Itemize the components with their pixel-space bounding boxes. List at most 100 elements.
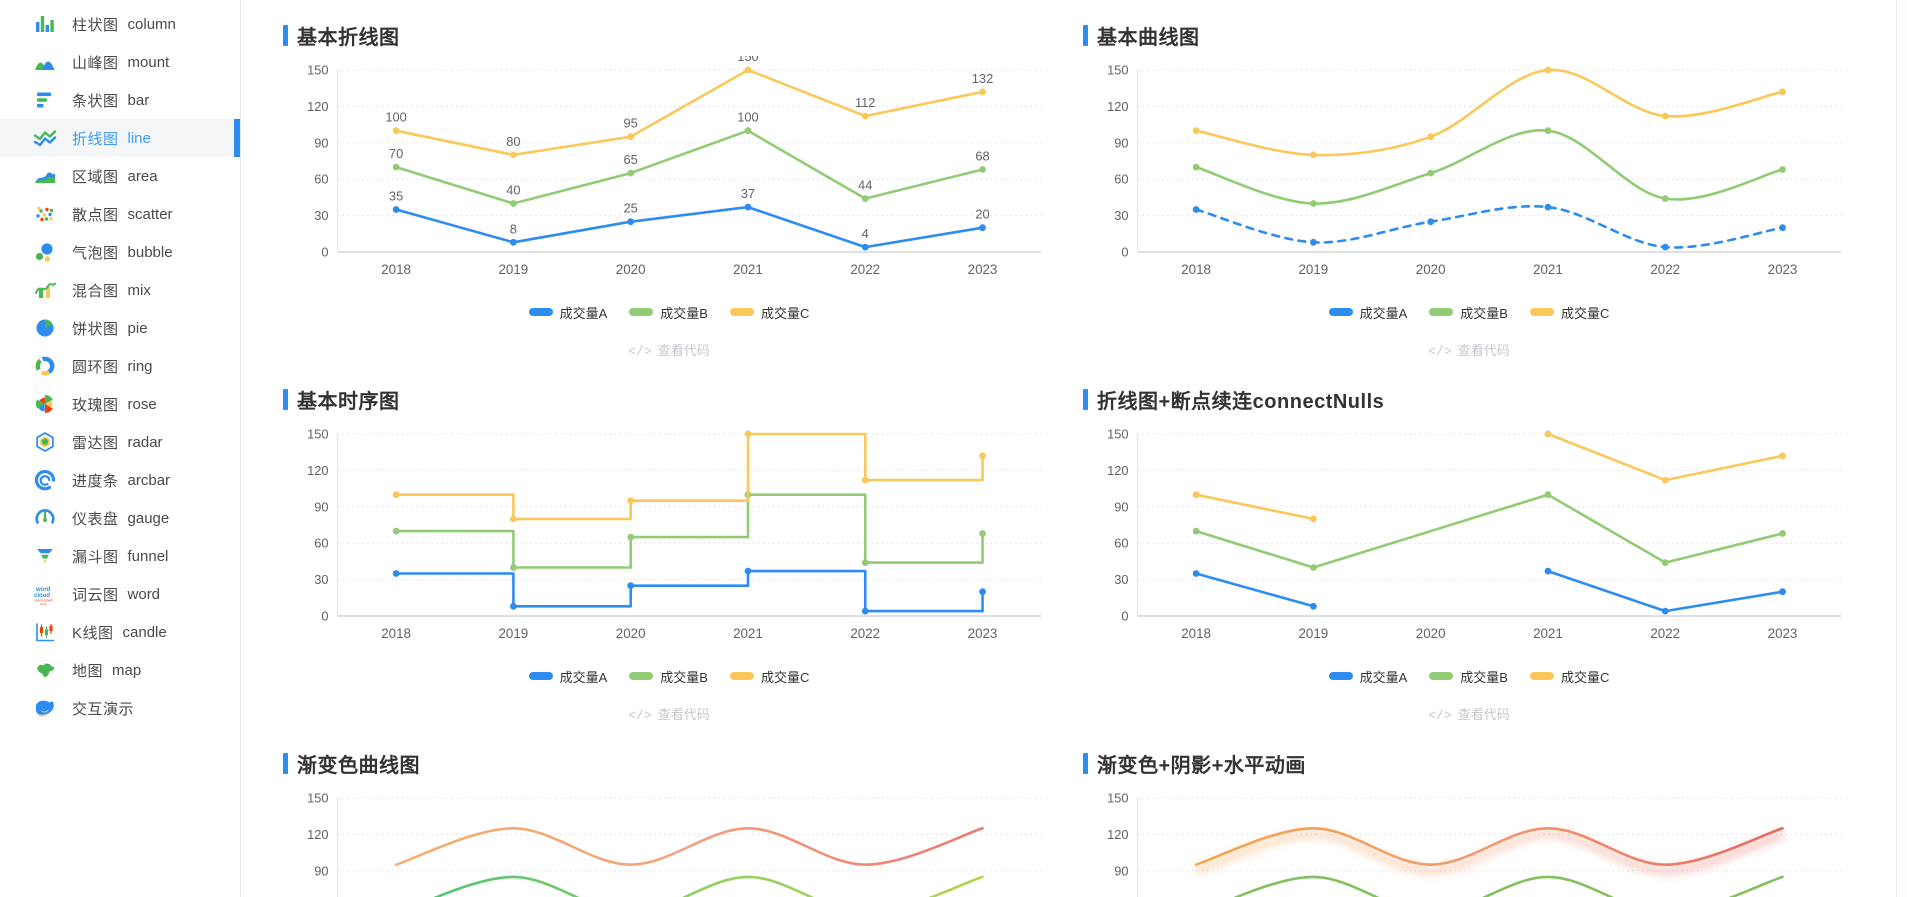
- data-point-marker[interactable]: [1544, 203, 1552, 211]
- data-point-marker[interactable]: [1310, 238, 1317, 246]
- data-point-marker[interactable]: [510, 200, 517, 207]
- data-point-marker[interactable]: [627, 533, 635, 541]
- data-point-marker[interactable]: [510, 564, 517, 571]
- data-point-marker[interactable]: [1192, 206, 1200, 213]
- data-point-marker[interactable]: [1192, 491, 1200, 499]
- data-point-marker[interactable]: [392, 527, 400, 535]
- legend-item[interactable]: 成交量A: [528, 667, 607, 686]
- data-point-marker[interactable]: [744, 430, 752, 438]
- legend-item[interactable]: 成交量A: [528, 303, 607, 322]
- data-point-marker[interactable]: [392, 127, 400, 135]
- sidebar-item-arcbar[interactable]: 进度条 arcbar: [0, 461, 240, 499]
- data-point-marker[interactable]: [392, 570, 400, 577]
- legend-item[interactable]: 成交量C: [1529, 667, 1609, 686]
- data-point-marker[interactable]: [1427, 133, 1435, 141]
- data-point-marker[interactable]: [1544, 66, 1552, 74]
- data-point-marker[interactable]: [627, 582, 635, 590]
- data-point-marker[interactable]: [1779, 530, 1786, 537]
- data-point-marker[interactable]: [1661, 559, 1669, 566]
- sidebar-item-bar[interactable]: 条状图 bar: [0, 81, 240, 119]
- sidebar-item-radar[interactable]: 雷达图 radar: [0, 423, 240, 461]
- data-point-marker[interactable]: [1779, 88, 1786, 96]
- data-point-marker[interactable]: [1661, 195, 1669, 203]
- data-point-marker[interactable]: [744, 203, 752, 211]
- sidebar-item-rose[interactable]: 玫瑰图 rose: [0, 385, 240, 423]
- view-code-link[interactable]: </> 查看代码: [1083, 704, 1855, 723]
- legend-item[interactable]: 成交量C: [1529, 303, 1609, 322]
- data-point-marker[interactable]: [510, 602, 517, 610]
- data-point-marker[interactable]: [744, 127, 752, 135]
- data-point-marker[interactable]: [861, 112, 869, 120]
- data-point-marker[interactable]: [1192, 127, 1200, 135]
- sidebar-item-demo[interactable]: 交互演示: [0, 689, 240, 727]
- data-point-marker[interactable]: [744, 567, 752, 575]
- data-point-marker[interactable]: [1310, 602, 1317, 610]
- data-point-marker[interactable]: [1661, 243, 1669, 251]
- data-point-marker[interactable]: [861, 243, 869, 251]
- data-point-marker[interactable]: [1192, 527, 1200, 535]
- legend-item[interactable]: 成交量A: [1328, 303, 1407, 322]
- data-point-marker[interactable]: [627, 133, 635, 141]
- connect-nulls-chart-canvas[interactable]: 0 30 60 90 120 150 2018 2019 2020 2021 2022 2023: [1083, 420, 1855, 660]
- data-point-marker[interactable]: [744, 66, 752, 74]
- legend-item[interactable]: 成交量B: [629, 667, 708, 686]
- data-point-marker[interactable]: [1544, 567, 1552, 575]
- data-point-marker[interactable]: [1661, 476, 1669, 484]
- data-point-marker[interactable]: [979, 88, 986, 96]
- data-point-marker[interactable]: [1310, 200, 1317, 207]
- data-point-marker[interactable]: [1544, 430, 1552, 438]
- view-code-link[interactable]: </> 查看代码: [283, 704, 1055, 723]
- sidebar-item-gauge[interactable]: 仪表盘 gauge: [0, 499, 240, 537]
- data-point-marker[interactable]: [510, 515, 517, 523]
- legend-item[interactable]: 成交量C: [729, 303, 809, 322]
- step-chart-canvas[interactable]: 0 30 60 90 120 150 2018 2019 2020 2021 2022 2023: [283, 420, 1055, 660]
- legend-item[interactable]: 成交量A: [1328, 667, 1407, 686]
- data-point-marker[interactable]: [861, 559, 869, 566]
- data-point-marker[interactable]: [979, 588, 986, 596]
- data-point-marker[interactable]: [861, 195, 869, 203]
- data-point-marker[interactable]: [1779, 588, 1786, 596]
- data-point-marker[interactable]: [1427, 218, 1435, 226]
- data-point-marker[interactable]: [1310, 515, 1317, 523]
- view-code-link[interactable]: </> 查看代码: [1083, 340, 1855, 359]
- legend-item[interactable]: 成交量B: [629, 303, 708, 322]
- data-point-marker[interactable]: [1192, 163, 1200, 171]
- sidebar-item-word[interactable]: word cloud == word cloud word 词云图 word: [0, 575, 240, 613]
- data-point-marker[interactable]: [1661, 607, 1669, 615]
- data-point-marker[interactable]: [979, 452, 986, 460]
- data-point-marker[interactable]: [979, 166, 986, 173]
- legend-item[interactable]: 成交量B: [1429, 667, 1508, 686]
- sidebar-item-ring[interactable]: 圆环图 ring: [0, 347, 240, 385]
- data-point-marker[interactable]: [392, 206, 400, 213]
- data-point-marker[interactable]: [1310, 151, 1317, 159]
- sidebar-item-map[interactable]: 地图 map: [0, 651, 240, 689]
- data-point-marker[interactable]: [392, 163, 400, 171]
- data-point-marker[interactable]: [1661, 112, 1669, 120]
- sidebar-item-column[interactable]: 柱状图 column: [0, 5, 240, 43]
- data-point-marker[interactable]: [627, 169, 635, 177]
- sidebar-item-line[interactable]: 折线图 line: [0, 119, 240, 157]
- data-point-marker[interactable]: [1779, 224, 1786, 232]
- data-point-marker[interactable]: [1544, 127, 1552, 135]
- data-point-marker[interactable]: [1310, 564, 1317, 571]
- data-point-marker[interactable]: [1192, 570, 1200, 577]
- data-point-marker[interactable]: [627, 218, 635, 226]
- data-point-marker[interactable]: [1779, 452, 1786, 460]
- basic-line-chart-canvas[interactable]: 0 30 60 90 120 150 2018 2019 2020 2021 2022 2023 35 8…: [283, 56, 1055, 296]
- legend-item[interactable]: 成交量C: [729, 667, 809, 686]
- data-point-marker[interactable]: [1779, 166, 1786, 173]
- data-point-marker[interactable]: [979, 530, 986, 537]
- data-point-marker[interactable]: [1427, 169, 1435, 177]
- sidebar-item-funnel[interactable]: 漏斗图 funnel: [0, 537, 240, 575]
- sidebar-item-bubble[interactable]: 气泡图 bubble: [0, 233, 240, 271]
- sidebar-item-scatter[interactable]: 散点图 scatter: [0, 195, 240, 233]
- data-point-marker[interactable]: [1544, 491, 1552, 499]
- data-point-marker[interactable]: [627, 497, 635, 505]
- sidebar-item-pie[interactable]: 饼状图 pie: [0, 309, 240, 347]
- data-point-marker[interactable]: [861, 476, 869, 484]
- data-point-marker[interactable]: [979, 224, 986, 232]
- sidebar-item-mix[interactable]: 混合图 mix: [0, 271, 240, 309]
- data-point-marker[interactable]: [510, 238, 517, 246]
- data-point-marker[interactable]: [392, 491, 400, 499]
